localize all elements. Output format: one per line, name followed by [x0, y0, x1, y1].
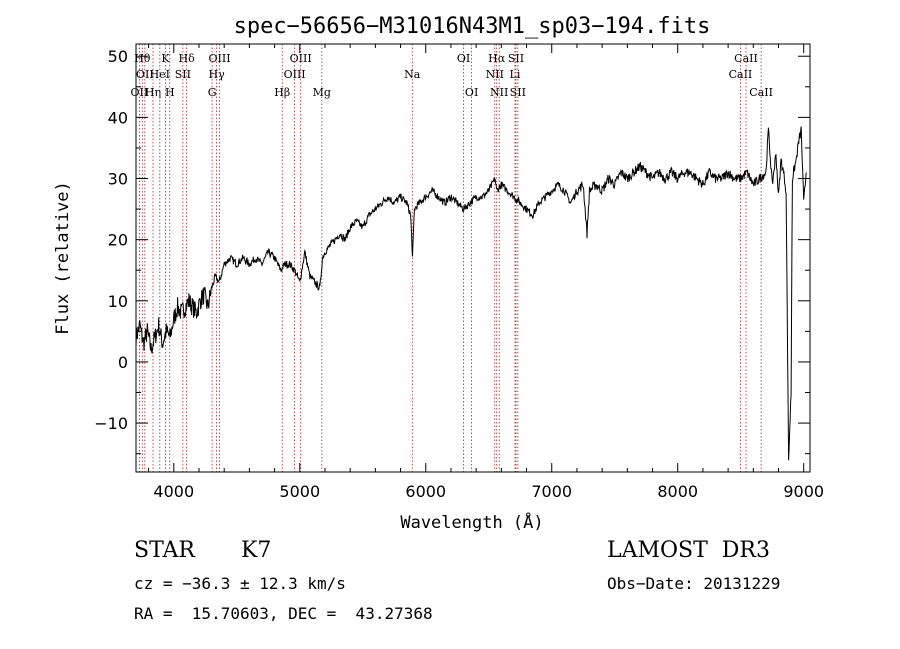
- marker-label-25: CaII: [729, 68, 753, 81]
- plot-frame: [135, 43, 811, 473]
- marker-label-26: CaII: [734, 52, 758, 65]
- y-tick-label-0: −10: [94, 414, 128, 433]
- line-markers: OIIHθOIIHηHeIKHSIIHδGHγOIIIHβOIIIOIIIMgN…: [131, 44, 773, 472]
- x-tick-label-0: 4000: [153, 482, 194, 501]
- y-tick-label-3: 20: [108, 231, 128, 250]
- marker-label-15: Mg: [313, 86, 331, 99]
- y-tick-label-1: 0: [118, 353, 128, 372]
- marker-label-13: OIII: [284, 68, 306, 81]
- marker-label-20: Hα: [488, 52, 506, 65]
- marker-label-27: CaII: [749, 86, 773, 99]
- marker-label-14: OIII: [290, 52, 312, 65]
- marker-label-3: Hη: [145, 86, 161, 99]
- marker-label-8: Hδ: [179, 52, 196, 65]
- marker-label-21: NII: [490, 86, 508, 99]
- x-tick-label-3: 7000: [531, 482, 572, 501]
- marker-label-17: OI: [457, 52, 470, 65]
- marker-label-1: Hθ: [134, 52, 151, 65]
- marker-label-11: OIII: [208, 52, 230, 65]
- ra-dec-coordinates: RA = 15.70603, DEC = 43.27368: [134, 604, 433, 623]
- x-tick-label-2: 6000: [405, 482, 446, 501]
- marker-label-0: OII: [131, 86, 149, 99]
- marker-label-9: G: [208, 86, 217, 99]
- marker-label-16: Na: [404, 68, 421, 81]
- object-subclass: K7: [241, 538, 272, 563]
- marker-label-4: HeI: [150, 68, 170, 81]
- redshift-cz: cz = −36.3 ± 12.3 km/s: [134, 574, 346, 593]
- object-class: STAR: [134, 538, 195, 563]
- marker-label-19: NII: [486, 68, 504, 81]
- marker-label-22: Li: [510, 68, 521, 81]
- y-axis-label: Flux (relative): [53, 181, 73, 335]
- marker-label-2: OII: [136, 68, 154, 81]
- marker-label-23: SII: [508, 52, 524, 65]
- marker-label-5: K: [161, 52, 170, 65]
- y-tick-label-2: 10: [108, 292, 128, 311]
- x-tick-label-4: 8000: [657, 482, 698, 501]
- y-tick-label-5: 40: [108, 108, 128, 127]
- spectrum-plot: spec−56656−M31016N43M1_sp03−194.fits OII…: [53, 14, 824, 533]
- spectrum-line: [135, 126, 807, 461]
- marker-label-18: OI: [465, 86, 478, 99]
- x-axis-label: Wavelength (Å): [400, 511, 543, 533]
- marker-label-10: Hγ: [209, 68, 226, 81]
- survey-name: LAMOST DR3: [607, 538, 770, 563]
- marker-label-24: SII: [510, 86, 526, 99]
- x-tick-label-5: 9000: [783, 482, 824, 501]
- marker-label-6: H: [165, 86, 175, 99]
- y-tick-label-4: 30: [108, 170, 128, 189]
- y-tick-label-6: 50: [108, 47, 128, 66]
- marker-label-7: SII: [175, 68, 191, 81]
- axes: 4000 5000 6000 7000 8000 9000 −10 0 10 20 30 40 50: [94, 44, 824, 501]
- x-tick-label-1: 5000: [279, 482, 320, 501]
- marker-label-12: Hβ: [274, 86, 290, 99]
- observation-date: Obs−Date: 20131229: [607, 574, 781, 593]
- chart-title: spec−56656−M31016N43M1_sp03−194.fits: [234, 14, 711, 39]
